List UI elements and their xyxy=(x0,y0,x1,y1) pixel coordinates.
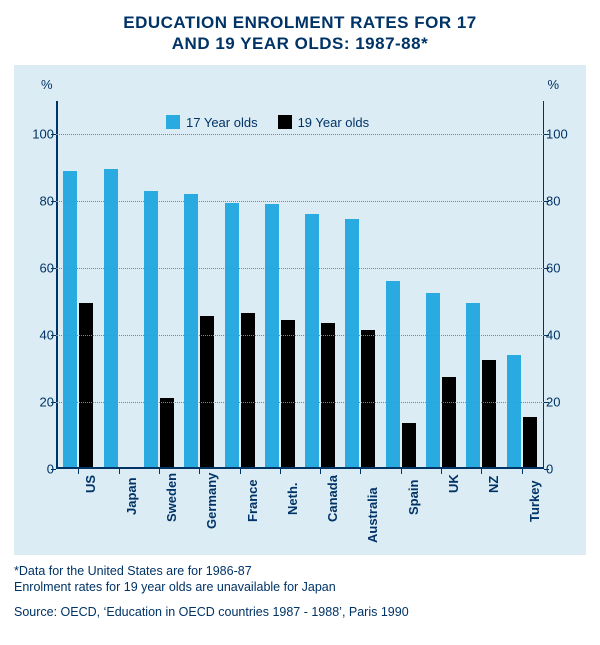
x-tick-mark xyxy=(280,469,281,474)
bar-17 xyxy=(184,194,198,468)
x-label: UK xyxy=(446,474,461,493)
footnotes: *Data for the United States are for 1986… xyxy=(14,563,586,596)
plot-area xyxy=(56,101,544,469)
x-label: NZ xyxy=(486,476,501,493)
chart-title: EDUCATION ENROLMENT RATES FOR 17 AND 19 … xyxy=(14,12,586,55)
x-label: Canada xyxy=(325,475,340,522)
x-tick-mark xyxy=(240,469,241,474)
footnote-2: Enrolment rates for 19 year olds are una… xyxy=(14,579,586,595)
legend: 17 Year olds 19 Year olds xyxy=(166,115,369,130)
y-tick-mark xyxy=(544,335,549,336)
x-tick-mark xyxy=(481,469,482,474)
x-tick-mark xyxy=(401,469,402,474)
y-axis-left xyxy=(56,101,58,469)
bar-19 xyxy=(482,360,496,469)
bar-19 xyxy=(321,323,335,469)
bar-19 xyxy=(79,303,93,469)
y-unit-right: % xyxy=(547,77,559,92)
legend-item-19: 19 Year olds xyxy=(278,115,370,130)
x-tick-mark xyxy=(360,469,361,474)
y-tick-mark xyxy=(51,402,56,403)
y-tick-right: 80 xyxy=(546,193,570,208)
y-tick-mark xyxy=(544,134,549,135)
y-tick-mark xyxy=(544,201,549,202)
x-tick-mark xyxy=(78,469,79,474)
y-tick-mark xyxy=(544,469,549,470)
y-tick-mark xyxy=(51,201,56,202)
legend-item-17: 17 Year olds xyxy=(166,115,258,130)
bars-container xyxy=(56,101,544,469)
title-line-1: EDUCATION ENROLMENT RATES FOR 17 xyxy=(123,13,477,32)
bar-17 xyxy=(144,191,158,469)
gridline xyxy=(56,402,544,403)
y-tick-mark xyxy=(51,335,56,336)
bar-19 xyxy=(402,423,416,468)
bar-19 xyxy=(442,377,456,469)
x-label: US xyxy=(83,475,98,493)
chart-area: % % 17 Year olds 19 Year olds 0020204040… xyxy=(14,65,586,555)
x-tick-mark xyxy=(522,469,523,474)
y-tick-mark xyxy=(51,469,56,470)
y-tick-right: 20 xyxy=(546,394,570,409)
x-tick-mark xyxy=(320,469,321,474)
bar-17 xyxy=(386,281,400,468)
bar-19 xyxy=(361,330,375,469)
bar-19 xyxy=(160,398,174,468)
gridline xyxy=(56,268,544,269)
y-tick-mark xyxy=(544,402,549,403)
y-axis-right xyxy=(543,101,545,469)
gridline xyxy=(56,335,544,336)
bar-19 xyxy=(523,417,537,469)
bar-17 xyxy=(305,214,319,468)
legend-label-17: 17 Year olds xyxy=(186,115,258,130)
y-tick-right: 100 xyxy=(546,126,570,141)
legend-swatch-19 xyxy=(278,115,292,129)
gridline xyxy=(56,134,544,135)
x-label: Spain xyxy=(406,479,421,514)
bar-17 xyxy=(466,303,480,469)
x-label: Australia xyxy=(365,488,380,544)
x-tick-mark xyxy=(159,469,160,474)
x-tick-mark xyxy=(199,469,200,474)
legend-swatch-17 xyxy=(166,115,180,129)
x-tick-mark xyxy=(441,469,442,474)
x-label: Sweden xyxy=(164,473,179,522)
bar-17 xyxy=(507,355,521,469)
x-label: Turkey xyxy=(527,480,542,522)
bar-19 xyxy=(281,320,295,469)
x-axis xyxy=(56,467,544,469)
x-label: Japan xyxy=(124,477,139,515)
x-label: France xyxy=(245,479,260,522)
bar-19 xyxy=(200,316,214,468)
bar-17 xyxy=(345,219,359,468)
bar-19 xyxy=(241,313,255,469)
y-tick-right: 40 xyxy=(546,327,570,342)
x-tick-mark xyxy=(119,469,120,474)
y-unit-left: % xyxy=(41,77,53,92)
y-tick-right: 0 xyxy=(546,461,570,476)
bar-17 xyxy=(265,204,279,468)
gridline xyxy=(56,201,544,202)
y-tick-mark xyxy=(544,268,549,269)
x-label: Germany xyxy=(204,473,219,529)
bar-17 xyxy=(63,171,77,469)
x-label: Neth. xyxy=(285,482,300,515)
y-tick-mark xyxy=(51,134,56,135)
bar-17 xyxy=(104,169,118,468)
footnote-1: *Data for the United States are for 1986… xyxy=(14,563,586,579)
y-tick-mark xyxy=(51,268,56,269)
title-line-2: AND 19 YEAR OLDS: 1987-88* xyxy=(172,34,428,53)
source-line: Source: OECD, ‘Education in OECD countri… xyxy=(14,605,586,619)
legend-label-19: 19 Year olds xyxy=(298,115,370,130)
bar-17 xyxy=(426,293,440,469)
y-tick-right: 60 xyxy=(546,260,570,275)
